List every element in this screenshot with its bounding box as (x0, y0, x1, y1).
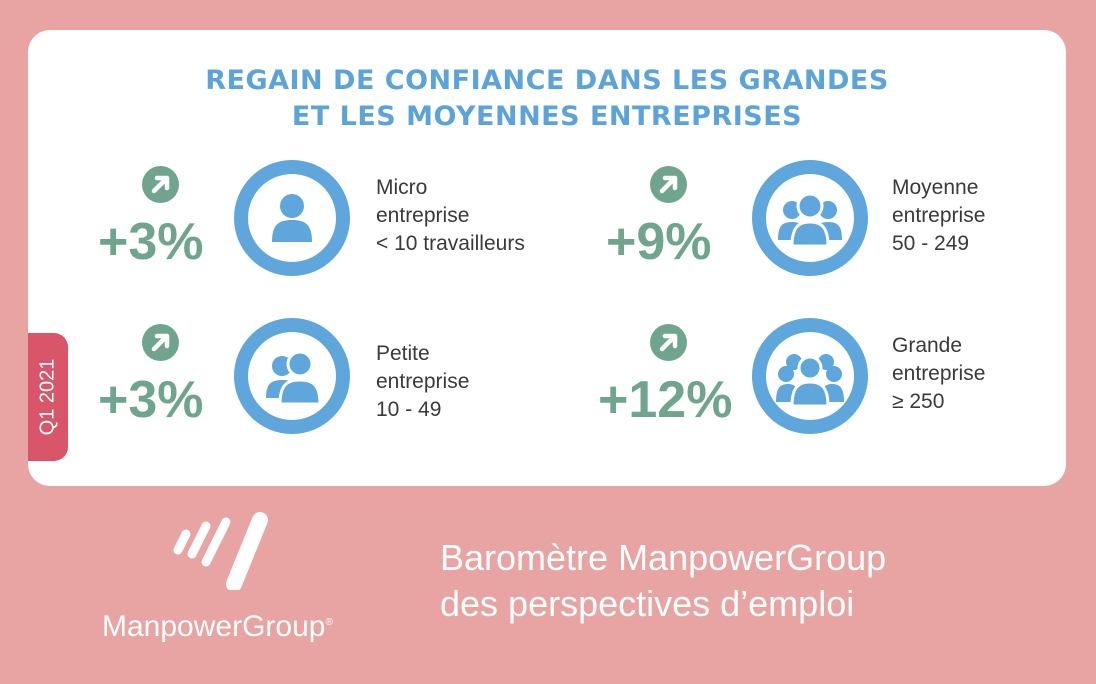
grande-type: entreprise (892, 362, 986, 385)
moyenne-type: entreprise (892, 204, 986, 227)
moyenne-change: +9% (606, 213, 712, 271)
arrow-up-right-icon (650, 324, 687, 361)
arrow-up-right-icon (142, 166, 179, 203)
arrow-up-right-icon (142, 324, 179, 361)
micro-change: +3% (98, 213, 204, 271)
title-line-1: REGAIN DE CONFIANCE DANS LES GRANDES (205, 65, 889, 96)
grande-label: Grande (892, 334, 963, 357)
brand-name: ManpowerGroup® (102, 610, 333, 644)
petite-ring (234, 318, 350, 434)
micro-size: < 10 travailleurs (376, 232, 525, 255)
petite-change: +3% (98, 371, 204, 429)
grande-change: +12% (598, 371, 733, 429)
single-person-icon (272, 194, 312, 242)
moyenne-ring (752, 160, 868, 276)
arrow-up-right-icon (650, 166, 687, 203)
moyenne-size: 50 - 249 (892, 232, 970, 255)
grande-size: ≥ 250 (892, 390, 945, 413)
registered-mark: ® (325, 617, 333, 628)
grande-description: Grande entreprise ≥ 250 (892, 332, 985, 416)
petite-size: 10 - 49 (376, 398, 442, 421)
group-people-icon (778, 192, 842, 248)
petite-type: entreprise (376, 370, 470, 393)
petite-label: Petite (376, 342, 430, 365)
micro-type: entreprise (376, 204, 470, 227)
moyenne-label: Moyenne (892, 176, 979, 199)
moyenne-description: Moyenne entreprise 50 - 249 (892, 174, 985, 258)
manpowergroup-logo-icon (173, 512, 268, 590)
two-people-icon (266, 350, 322, 406)
infographic-card: REGAIN DE CONFIANCE DANS LES GRANDES ET … (28, 30, 1066, 486)
petite-description: Petite entreprise 10 - 49 (376, 340, 469, 424)
micro-description: Micro entreprise < 10 travailleurs (376, 174, 525, 258)
period-tab: Q1 2021 (28, 333, 68, 461)
micro-label: Micro (376, 176, 428, 199)
micro-ring (234, 160, 350, 276)
large-group-people-icon (776, 354, 844, 408)
grande-ring (752, 318, 868, 434)
title-line-2: ET LES MOYENNES ENTREPRISES (291, 101, 803, 132)
barometer-title: Baromètre ManpowerGroup des perspectives… (440, 535, 886, 627)
barometer-line-1: Baromètre ManpowerGroup (440, 537, 887, 578)
brand-text: ManpowerGroup (102, 610, 326, 643)
infographic-title: REGAIN DE CONFIANCE DANS LES GRANDES ET … (28, 63, 1066, 135)
barometer-line-2: des perspectives d’emploi (440, 583, 855, 624)
period-label: Q1 2021 (36, 358, 59, 436)
